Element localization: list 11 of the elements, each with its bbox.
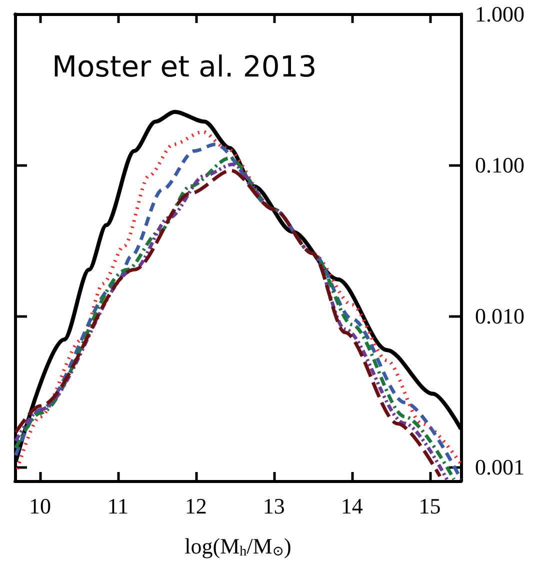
y-tick-label: 0.001 — [475, 454, 524, 480]
x-tick-label: 10 — [28, 494, 51, 518]
x-tick-label: 14 — [340, 494, 363, 518]
y-tick-label: 0.010 — [475, 304, 524, 329]
y-tick-label: 0.100 — [475, 152, 524, 178]
x-tick-label: 11 — [107, 494, 129, 518]
y-tick-label: 1.000 — [475, 2, 524, 26]
annotation: Moster et al. 2013 — [52, 50, 317, 84]
x-tick-label: 15 — [418, 494, 441, 518]
x-tick-label: 13 — [262, 494, 285, 518]
x-tick-label: 12 — [184, 494, 207, 518]
